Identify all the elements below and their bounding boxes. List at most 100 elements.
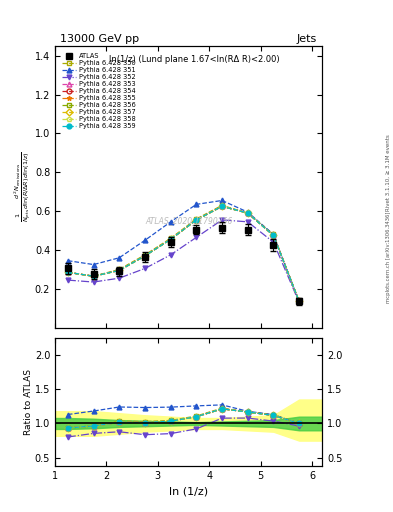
X-axis label: ln (1/z): ln (1/z) [169,486,208,496]
Pythia 6.428 351 [66,258,70,264]
Pythia 6.428 355 [271,232,276,239]
Pythia 6.428 353 [271,232,276,239]
Pythia 6.428 356 [143,253,147,259]
Pythia 6.428 359 [271,232,276,239]
Legend: ATLAS, Pythia 6.428 350, Pythia 6.428 351, Pythia 6.428 352, Pythia 6.428 353, P: ATLAS, Pythia 6.428 350, Pythia 6.428 35… [61,52,136,130]
Text: Jets: Jets [297,33,317,44]
Pythia 6.428 353 [168,236,173,242]
Pythia 6.428 353 [91,273,96,279]
Pythia 6.428 359 [66,269,70,275]
Pythia 6.428 352 [194,234,199,241]
Pythia 6.428 359 [117,267,121,273]
Pythia 6.428 358 [66,269,70,275]
Pythia 6.428 353 [194,217,199,223]
Pythia 6.428 354 [143,253,147,259]
Pythia 6.428 351 [168,219,173,225]
Pythia 6.428 359 [245,210,250,216]
Pythia 6.428 354 [271,232,276,239]
Pythia 6.428 353 [297,298,301,305]
Pythia 6.428 350 [91,273,96,279]
Pythia 6.428 354 [194,217,199,223]
Pythia 6.428 353 [66,269,70,275]
Line: Pythia 6.428 357: Pythia 6.428 357 [66,204,301,304]
Pythia 6.428 358 [143,253,147,259]
Text: ATLAS_2020_I1790256: ATLAS_2020_I1790256 [145,216,232,225]
Pythia 6.428 357 [297,298,301,305]
Pythia 6.428 350 [168,236,173,242]
Pythia 6.428 358 [297,298,301,305]
Line: Pythia 6.428 350: Pythia 6.428 350 [66,203,301,304]
Pythia 6.428 354 [220,203,224,209]
Pythia 6.428 358 [271,232,276,239]
Pythia 6.428 350 [143,252,147,258]
Line: Pythia 6.428 351: Pythia 6.428 351 [66,198,301,304]
Text: Rivet 3.1.10, ≥ 3.1M events: Rivet 3.1.10, ≥ 3.1M events [386,135,391,211]
Pythia 6.428 355 [168,236,173,242]
Pythia 6.428 352 [91,279,96,285]
Y-axis label: Ratio to ATLAS: Ratio to ATLAS [24,369,33,435]
Pythia 6.428 351 [220,198,224,204]
Pythia 6.428 350 [297,298,301,305]
Line: Pythia 6.428 354: Pythia 6.428 354 [66,204,301,304]
Pythia 6.428 356 [245,210,250,216]
Pythia 6.428 354 [66,269,70,275]
Pythia 6.428 355 [194,217,199,223]
Pythia 6.428 352 [271,239,276,245]
Pythia 6.428 352 [220,217,224,223]
Pythia 6.428 353 [117,267,121,273]
Pythia 6.428 356 [91,273,96,279]
Pythia 6.428 350 [271,231,276,238]
Pythia 6.428 356 [297,298,301,305]
Pythia 6.428 350 [245,210,250,216]
Line: Pythia 6.428 356: Pythia 6.428 356 [66,204,301,304]
Pythia 6.428 355 [117,267,121,273]
Pythia 6.428 356 [117,267,121,273]
Pythia 6.428 350 [66,269,70,275]
Pythia 6.428 357 [91,273,96,279]
Pythia 6.428 355 [66,269,70,275]
Pythia 6.428 358 [194,217,199,223]
Pythia 6.428 354 [297,298,301,305]
Pythia 6.428 352 [245,219,250,225]
Line: Pythia 6.428 353: Pythia 6.428 353 [66,204,301,304]
Pythia 6.428 354 [117,267,121,273]
Pythia 6.428 353 [220,203,224,209]
Pythia 6.428 358 [220,203,224,209]
Pythia 6.428 351 [117,254,121,261]
Pythia 6.428 359 [194,217,199,223]
Pythia 6.428 352 [66,277,70,283]
Pythia 6.428 358 [91,273,96,279]
Pythia 6.428 353 [143,253,147,259]
Pythia 6.428 356 [66,269,70,275]
Pythia 6.428 352 [143,265,147,271]
Pythia 6.428 355 [220,203,224,209]
Text: ln(1/z) (Lund plane 1.67<ln(RΔ R)<2.00): ln(1/z) (Lund plane 1.67<ln(RΔ R)<2.00) [109,55,279,63]
Pythia 6.428 353 [245,210,250,216]
Pythia 6.428 358 [117,267,121,273]
Pythia 6.428 352 [168,252,173,258]
Pythia 6.428 357 [117,267,121,273]
Pythia 6.428 356 [220,203,224,209]
Pythia 6.428 355 [91,273,96,279]
Line: Pythia 6.428 359: Pythia 6.428 359 [66,204,301,304]
Pythia 6.428 354 [91,273,96,279]
Pythia 6.428 355 [143,253,147,259]
Pythia 6.428 357 [245,210,250,216]
Pythia 6.428 352 [117,275,121,281]
Pythia 6.428 356 [271,232,276,239]
Pythia 6.428 350 [194,216,199,222]
Pythia 6.428 354 [245,210,250,216]
Pythia 6.428 357 [271,232,276,239]
Pythia 6.428 359 [220,203,224,209]
Pythia 6.428 357 [168,236,173,242]
Pythia 6.428 351 [143,237,147,243]
Pythia 6.428 355 [245,210,250,216]
Pythia 6.428 352 [297,300,301,306]
Pythia 6.428 351 [245,209,250,215]
Y-axis label: $\frac{1}{N_{\mathrm{jets}}}\frac{d^2 N_{\mathrm{emissions}}}{d\ln(R/\Delta R)\,: $\frac{1}{N_{\mathrm{jets}}}\frac{d^2 N_… [13,152,33,222]
Pythia 6.428 357 [143,253,147,259]
Text: 13000 GeV pp: 13000 GeV pp [61,33,140,44]
Pythia 6.428 358 [245,210,250,216]
Pythia 6.428 357 [66,269,70,275]
Pythia 6.428 351 [271,231,276,238]
